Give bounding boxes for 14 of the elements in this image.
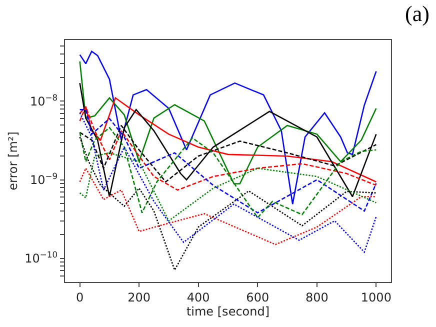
line-series [79, 112, 377, 253]
text: (a) [405, 1, 430, 26]
y-tick-label: 10$^{−8}$ [30, 92, 58, 108]
x-tick-label: 600 [246, 290, 270, 304]
x-tick-label: 1000 [360, 290, 392, 304]
y-tick-label: 10$^{−9}$ [30, 170, 58, 187]
x-tick-label: 400 [186, 290, 210, 304]
x-tick-label: 800 [305, 290, 328, 304]
x-axis-title: time [second] [186, 304, 270, 318]
x-tick-label: 0 [76, 290, 84, 304]
y-tick-label: 10$^{−10}$ [24, 250, 58, 266]
y-axis-title: error [m²] [6, 132, 20, 190]
line-series [79, 168, 377, 246]
x-tick-label: 200 [128, 290, 151, 304]
